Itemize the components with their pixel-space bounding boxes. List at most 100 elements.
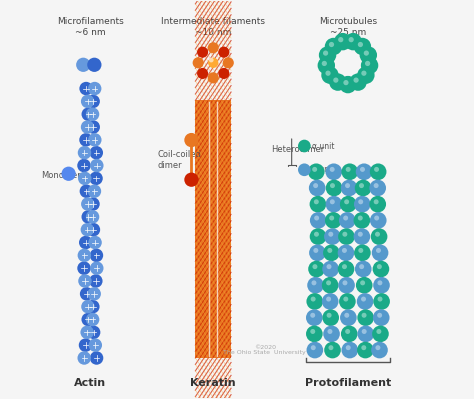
Circle shape (80, 184, 93, 198)
Circle shape (322, 61, 327, 66)
Text: Heterodimer: Heterodimer (271, 146, 324, 154)
Circle shape (339, 76, 356, 93)
Circle shape (322, 261, 339, 277)
Circle shape (326, 180, 342, 196)
Circle shape (374, 167, 379, 172)
Circle shape (373, 261, 389, 277)
Circle shape (298, 164, 310, 176)
Circle shape (322, 309, 339, 326)
Circle shape (330, 183, 335, 188)
Circle shape (90, 249, 103, 262)
Circle shape (337, 261, 355, 277)
Circle shape (342, 280, 347, 285)
Circle shape (81, 120, 94, 134)
Circle shape (326, 280, 331, 285)
Circle shape (374, 183, 379, 188)
Circle shape (360, 167, 365, 172)
Circle shape (364, 51, 369, 56)
Circle shape (354, 245, 371, 261)
Circle shape (82, 313, 95, 326)
Circle shape (369, 196, 386, 213)
Circle shape (81, 223, 94, 237)
Circle shape (341, 342, 358, 358)
Circle shape (314, 200, 319, 204)
Circle shape (209, 57, 214, 62)
Circle shape (362, 329, 367, 334)
Circle shape (328, 329, 332, 334)
Circle shape (345, 183, 350, 188)
Circle shape (90, 261, 103, 275)
Circle shape (79, 82, 93, 95)
Circle shape (313, 248, 319, 253)
Circle shape (219, 68, 229, 79)
Circle shape (80, 287, 93, 300)
Circle shape (339, 293, 356, 310)
Circle shape (307, 277, 324, 294)
Circle shape (369, 180, 386, 196)
Circle shape (377, 280, 383, 285)
Circle shape (357, 326, 374, 342)
Circle shape (323, 245, 340, 261)
Circle shape (310, 196, 326, 213)
Circle shape (329, 73, 346, 91)
Circle shape (342, 264, 347, 269)
Circle shape (361, 345, 366, 350)
Circle shape (373, 277, 390, 294)
Circle shape (219, 47, 229, 58)
Circle shape (330, 200, 335, 204)
Circle shape (89, 338, 102, 352)
Circle shape (356, 164, 373, 180)
Circle shape (340, 309, 357, 326)
Circle shape (358, 232, 363, 237)
Circle shape (346, 167, 351, 172)
Circle shape (306, 309, 323, 326)
Circle shape (374, 200, 379, 204)
Circle shape (306, 293, 323, 310)
Circle shape (374, 215, 379, 221)
Circle shape (337, 245, 355, 261)
Circle shape (89, 274, 102, 288)
Circle shape (79, 236, 92, 249)
Bar (195, 101, 231, 358)
Circle shape (307, 342, 323, 358)
Circle shape (86, 197, 100, 211)
Circle shape (343, 80, 348, 85)
Circle shape (328, 248, 332, 253)
Circle shape (373, 309, 390, 326)
Circle shape (324, 228, 341, 245)
Text: Microfilaments
~6 nm: Microfilaments ~6 nm (57, 17, 124, 37)
Circle shape (357, 67, 374, 84)
Circle shape (314, 232, 319, 237)
Circle shape (360, 46, 377, 64)
Circle shape (348, 37, 354, 42)
Circle shape (372, 326, 389, 342)
Circle shape (354, 228, 370, 245)
Circle shape (357, 293, 374, 310)
Circle shape (360, 280, 365, 285)
Circle shape (311, 345, 316, 350)
Text: α unit: α unit (312, 142, 335, 150)
Circle shape (354, 38, 371, 55)
Circle shape (88, 133, 101, 146)
Circle shape (87, 57, 101, 72)
Circle shape (339, 212, 356, 229)
Circle shape (377, 313, 382, 318)
Circle shape (365, 61, 370, 66)
Circle shape (375, 232, 380, 237)
Text: β unit: β unit (312, 165, 335, 174)
Text: Protofilament: Protofilament (305, 378, 391, 388)
Text: Intermediate filaments
~10 nm: Intermediate filaments ~10 nm (161, 17, 265, 37)
Circle shape (341, 180, 357, 196)
Circle shape (87, 287, 101, 300)
Text: Microtubules
~25 nm: Microtubules ~25 nm (319, 17, 377, 37)
Circle shape (377, 264, 382, 269)
Circle shape (309, 180, 326, 196)
Circle shape (324, 342, 341, 358)
Text: Actin: Actin (74, 378, 107, 388)
Circle shape (312, 264, 318, 269)
Circle shape (298, 140, 310, 152)
Circle shape (371, 228, 387, 245)
Circle shape (86, 300, 100, 313)
Circle shape (312, 167, 317, 172)
Circle shape (343, 296, 348, 302)
